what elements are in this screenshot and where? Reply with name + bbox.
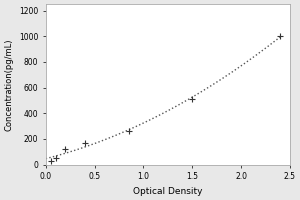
Y-axis label: Concentration(pg/mL): Concentration(pg/mL) bbox=[4, 38, 13, 131]
X-axis label: Optical Density: Optical Density bbox=[133, 187, 202, 196]
